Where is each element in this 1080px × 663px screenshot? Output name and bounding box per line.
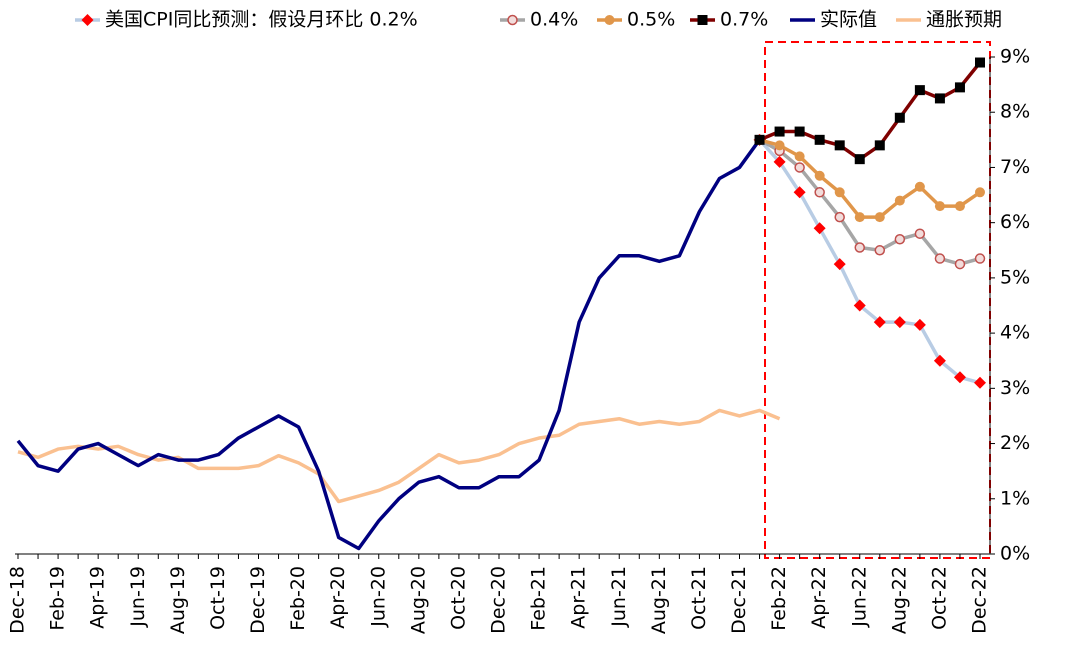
legend-marker — [604, 15, 615, 25]
x-tick-label: Dec-22 — [969, 566, 991, 634]
marker — [914, 181, 925, 192]
marker — [934, 93, 945, 104]
marker — [914, 85, 925, 96]
marker — [854, 242, 865, 253]
marker — [814, 170, 825, 181]
y-tick-label: 5% — [1000, 266, 1030, 288]
marker — [793, 186, 806, 199]
x-tick-label: Apr-19 — [87, 566, 109, 629]
y-tick-label: 1% — [1000, 487, 1030, 509]
series-line — [758, 138, 981, 266]
x-tick-label: Oct-19 — [207, 566, 229, 630]
marker — [974, 253, 986, 264]
marker — [975, 187, 985, 198]
marker — [914, 228, 926, 239]
legend-marker — [507, 14, 518, 26]
marker — [853, 299, 866, 312]
x-tick-label: Jun-22 — [848, 566, 870, 628]
x-tick-label: Feb-22 — [768, 566, 790, 631]
x-tick-label: Oct-22 — [928, 566, 950, 630]
marker — [974, 376, 986, 389]
series-line — [16, 138, 761, 551]
marker — [933, 354, 946, 367]
marker — [794, 126, 805, 137]
plot: 0% 1% 2% 3% 4% 5% 6% 7% 8% 9% Dec-18 Feb-19 Apr-19 Ju… — [7, 46, 1031, 635]
x-tick-label: Oct-20 — [447, 566, 469, 630]
legend-label: 0.4% — [530, 9, 578, 31]
y-tick-label: 0% — [1000, 543, 1030, 565]
marker — [874, 245, 886, 256]
y-tick-label: 8% — [1000, 101, 1030, 123]
marker — [975, 57, 985, 68]
marker — [894, 195, 905, 206]
legend-marker — [697, 15, 708, 25]
x-tick-label: Apr-20 — [327, 566, 349, 629]
x-tick-label: Jun-19 — [127, 566, 149, 628]
marker — [774, 140, 785, 151]
marker — [934, 201, 945, 212]
marker — [954, 258, 966, 270]
x-tick-label: Dec-19 — [247, 566, 269, 634]
forecast-box — [764, 41, 991, 559]
x-tick-label: Dec-21 — [728, 566, 750, 634]
y-tick-label: 9% — [1000, 46, 1030, 68]
legend-marker — [81, 14, 94, 26]
x-tick-label: Dec-18 — [7, 566, 29, 634]
legend-label: 美国CPI同比预测：假设月环比 0.2% — [105, 9, 418, 31]
x-tick-label: Aug-21 — [648, 566, 670, 634]
y-tick-label: 4% — [1000, 322, 1030, 344]
x-tick-label: Aug-22 — [888, 566, 910, 634]
y-tick-label: 3% — [1000, 377, 1030, 399]
legend: 美国CPI同比预测：假设月环比 0.2% 0.4% 0.5% 0.7% 实际值 通胀预期 — [75, 9, 1002, 31]
marker — [854, 154, 865, 165]
marker — [954, 201, 965, 212]
marker — [794, 151, 805, 162]
marker — [953, 371, 966, 384]
marker — [834, 140, 845, 151]
x-tick-label: Jun-20 — [367, 566, 389, 628]
legend-label: 通胀预期 — [926, 9, 1002, 31]
x-tick-label: Apr-22 — [808, 566, 830, 629]
marker — [813, 222, 826, 235]
x-tick-label: Dec-20 — [488, 566, 510, 634]
legend-label: 0.7% — [720, 9, 768, 31]
series-line — [17, 408, 781, 504]
marker — [833, 258, 846, 271]
marker — [774, 126, 785, 137]
x-tick-label: Jun-21 — [608, 566, 630, 628]
y-tick-label: 7% — [1000, 156, 1030, 178]
x-tick-label: Feb-19 — [47, 566, 69, 631]
marker — [894, 112, 905, 123]
marker — [814, 187, 825, 198]
marker — [893, 316, 906, 329]
marker — [874, 140, 885, 151]
y-tick-label: 6% — [1000, 211, 1030, 233]
x-tick-label: Aug-20 — [407, 566, 429, 634]
marker — [834, 211, 845, 223]
marker — [814, 134, 825, 145]
legend-label: 0.5% — [627, 9, 675, 31]
marker — [934, 253, 946, 264]
x-tick-label: Feb-20 — [287, 566, 309, 631]
series-line — [758, 61, 982, 161]
marker — [913, 318, 926, 331]
marker — [954, 82, 965, 93]
marker — [834, 187, 845, 198]
x-tick-label: Feb-21 — [528, 566, 550, 631]
marker — [873, 316, 886, 329]
legend-label: 实际值 — [820, 9, 877, 31]
x-tick-label: Aug-19 — [167, 566, 189, 634]
marker — [754, 134, 765, 145]
marker — [854, 212, 865, 223]
marker — [773, 155, 786, 168]
marker — [874, 212, 885, 223]
marker — [794, 162, 805, 173]
series-line — [758, 138, 981, 385]
x-tick-label: Apr-21 — [568, 566, 590, 629]
x-tick-label: Oct-21 — [688, 566, 710, 630]
y-tick-label: 2% — [1000, 432, 1030, 454]
marker — [894, 233, 906, 245]
